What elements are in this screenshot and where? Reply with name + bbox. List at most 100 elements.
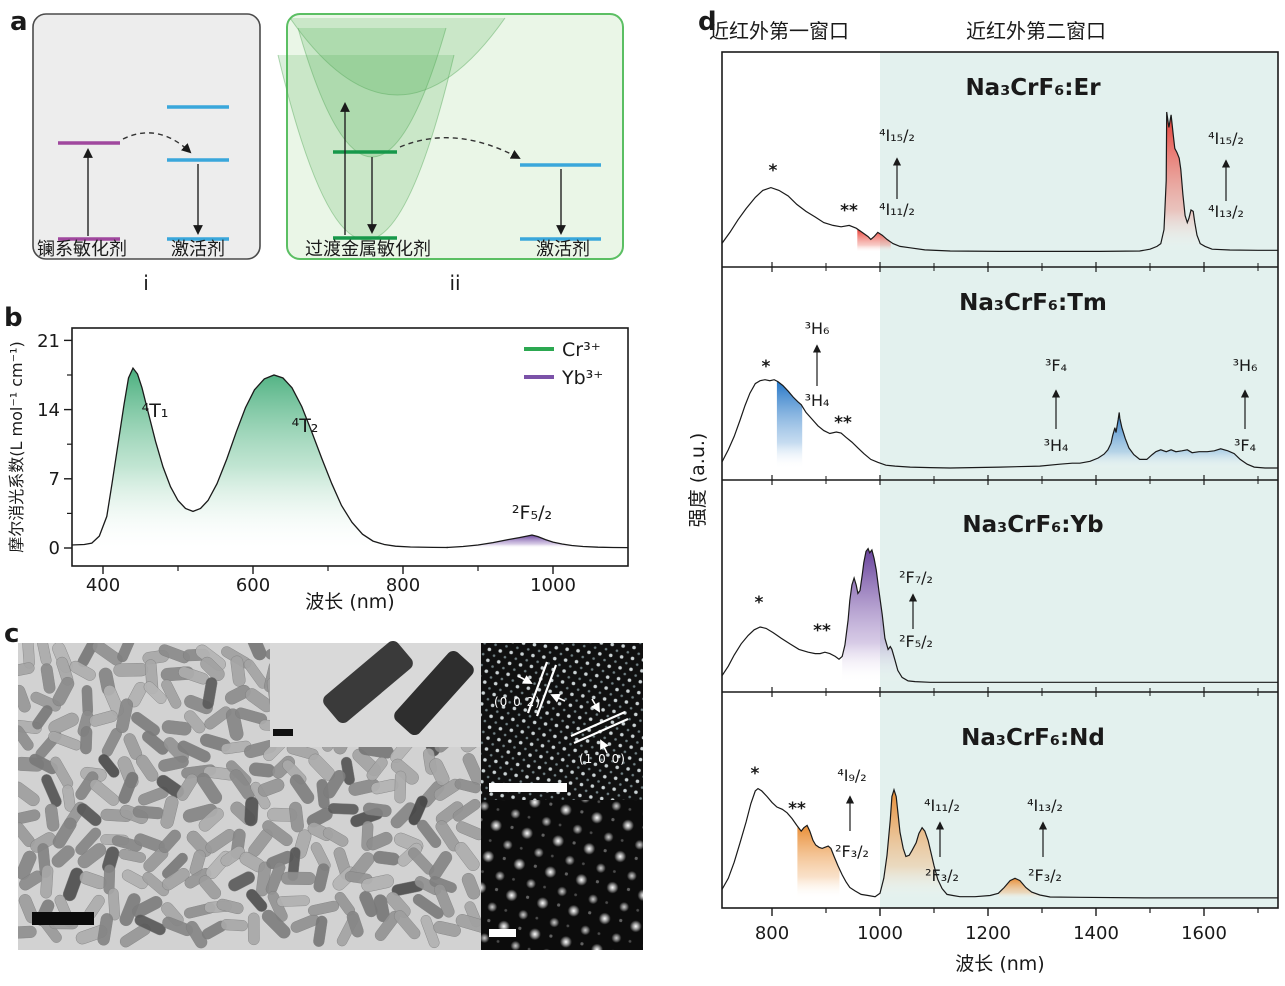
vibronic-marker: ** xyxy=(840,201,858,221)
nd-sample-title: Na₃CrF₆:Nd xyxy=(961,725,1105,751)
inset-scale-bar xyxy=(273,729,293,736)
panel-label-d: d xyxy=(698,7,717,37)
emission-band-fill xyxy=(776,381,803,469)
atomic-scale-bar xyxy=(489,929,516,937)
lattice-plane-markers xyxy=(517,661,629,754)
tem-inset-rods xyxy=(323,640,474,736)
emission-band-fill xyxy=(1148,112,1211,252)
yb-absorption-area xyxy=(446,535,628,548)
panel-c: (0 0 2) (1 0 0) xyxy=(18,640,643,950)
x-axis-title-b: 波长 (nm) xyxy=(305,591,394,613)
scheme-i-label: i xyxy=(143,271,149,295)
plane-002-label: (0 0 2) xyxy=(494,695,541,709)
cr-absorption-area xyxy=(71,368,448,548)
legend-cr-label: Cr³⁺ xyxy=(562,339,601,361)
atomic-resolution-image xyxy=(481,800,643,950)
yb-sample-title: Na₃CrF₆:Yb xyxy=(962,512,1103,538)
transition-upper-label: ⁴I₁₃/₂ xyxy=(1027,796,1063,815)
nir1-window-header: 近红外第一窗口 xyxy=(709,19,849,43)
cr-band-marker: * xyxy=(755,593,764,613)
vibronic-marker: ** xyxy=(788,799,806,819)
emission-band-fill xyxy=(1092,412,1245,469)
d-tick-1600: 1600 xyxy=(1181,923,1227,944)
d-tick-1400: 1400 xyxy=(1073,923,1119,944)
axis-ticks-b xyxy=(64,339,554,574)
transition-upper-label: ²F₇/₂ xyxy=(899,568,933,587)
transition-lower-label: ²F₃/₂ xyxy=(835,842,869,861)
lanthanide-sensitizer-label: 镧系敏化剂 xyxy=(37,239,127,260)
y-tick-14: 14 xyxy=(37,400,60,421)
cr-absorption-curve xyxy=(71,366,449,549)
emission-band-fill xyxy=(998,878,1042,899)
x-tick-1000: 1000 xyxy=(530,575,576,596)
scheme-ii-label: ii xyxy=(449,271,460,295)
vibronic-marker: ** xyxy=(834,413,852,433)
transition-upper-label: ³H₆ xyxy=(805,319,830,338)
t2-peak-label: ⁴T₂ xyxy=(292,415,319,437)
hrtem-image xyxy=(481,643,643,800)
energy-transfer-arrow xyxy=(122,132,192,154)
yb-absorption-curve xyxy=(446,534,629,549)
legend-yb-label: Yb³⁺ xyxy=(561,367,603,389)
y-tick-7: 7 xyxy=(49,469,60,490)
transition-lower-label: ⁴I₁₁/₂ xyxy=(879,200,915,219)
tm-sensitizer-label: 过渡金属敏化剂 xyxy=(305,239,431,260)
lanthanide-scheme-box xyxy=(32,13,261,260)
transition-lower-label: ⁴I₁₃/₂ xyxy=(1208,202,1244,221)
tem-scale-bar xyxy=(32,912,94,925)
nir2-window-header: 近红外第二窗口 xyxy=(966,19,1106,43)
activator-label-ii: 激活剂 xyxy=(536,239,590,260)
transition-upper-label: ⁴I₁₅/₂ xyxy=(1208,129,1244,148)
emission-band-fill xyxy=(842,548,907,683)
activator-label-i: 激活剂 xyxy=(171,239,225,260)
transition-upper-label: ⁴I₉/₂ xyxy=(837,766,866,785)
transition-upper-label: ³H₆ xyxy=(1233,356,1258,375)
d-tick-800: 800 xyxy=(755,923,789,944)
tm-spectrum-curve xyxy=(722,379,1278,469)
yb-spectrum-curve xyxy=(722,547,1278,683)
y-tick-0: 0 xyxy=(49,538,60,559)
emission-band-fill xyxy=(797,825,840,899)
f52-peak-label: ²F₅/₂ xyxy=(512,502,552,524)
hrtem-scale-bar xyxy=(489,783,567,792)
transition-lower-label: ²F₃/₂ xyxy=(925,866,959,885)
cr-band-marker: * xyxy=(769,161,778,181)
x-axis-title-d: 波长 (nm) xyxy=(955,953,1044,975)
tm-sample-title: Na₃CrF₆:Tm xyxy=(959,290,1107,316)
y-axis-title-b: 摩尔消光系数(L mol⁻¹ cm⁻¹) xyxy=(7,341,26,553)
d-tick-1000: 1000 xyxy=(857,923,903,944)
emission-band-fill xyxy=(857,229,891,252)
transition-lower-label: ³F₄ xyxy=(1234,436,1256,455)
vibronic-marker: ** xyxy=(813,621,831,641)
emission-spectra xyxy=(722,111,1278,899)
x-tick-400: 400 xyxy=(86,575,120,596)
cr-band-marker: * xyxy=(762,357,771,377)
panel-label-b: b xyxy=(4,303,23,333)
er-sample-title: Na₃CrF₆:Er xyxy=(965,75,1101,101)
nd-spectrum-curve xyxy=(722,787,1278,899)
panel-label-c: c xyxy=(4,619,19,649)
panel-b: 400 600 800 1000 0 7 14 21 波长 (nm) 摩尔消光系… xyxy=(7,327,629,613)
transition-lower-label: ³H₄ xyxy=(1044,436,1069,455)
transition-lower-label: ³H₄ xyxy=(805,391,830,410)
x-tick-600: 600 xyxy=(236,575,270,596)
panel-label-a: a xyxy=(10,7,28,37)
y-axis-title-d: 强度 (a.u.) xyxy=(687,433,709,528)
plot-frame-d xyxy=(721,51,1279,909)
x-tick-800: 800 xyxy=(386,575,420,596)
transition-upper-label: ⁴I₁₅/₂ xyxy=(879,126,915,145)
cr-band-marker: * xyxy=(751,764,760,784)
parabola-diagram xyxy=(277,17,506,241)
d-tick-1200: 1200 xyxy=(965,923,1011,944)
transition-metal-scheme-box xyxy=(286,13,624,260)
energy-transfer-arrow-2 xyxy=(399,137,521,159)
plot-frame-b xyxy=(71,327,629,567)
t1-peak-label: ⁴T₁ xyxy=(142,400,169,422)
er-spectrum-curve xyxy=(722,111,1278,252)
y-tick-21: 21 xyxy=(37,331,60,352)
panel-d: 近红外第一窗口 近红外第二窗口 强度 (a.u.) 波长 (nm) 800 10… xyxy=(687,19,1279,975)
panel-a: 镧系敏化剂 激活剂 过渡金属敏化剂 激活剂 i ii xyxy=(32,13,624,295)
emission-band-fill xyxy=(878,789,956,899)
transition-upper-label: ⁴I₁₁/₂ xyxy=(924,796,960,815)
